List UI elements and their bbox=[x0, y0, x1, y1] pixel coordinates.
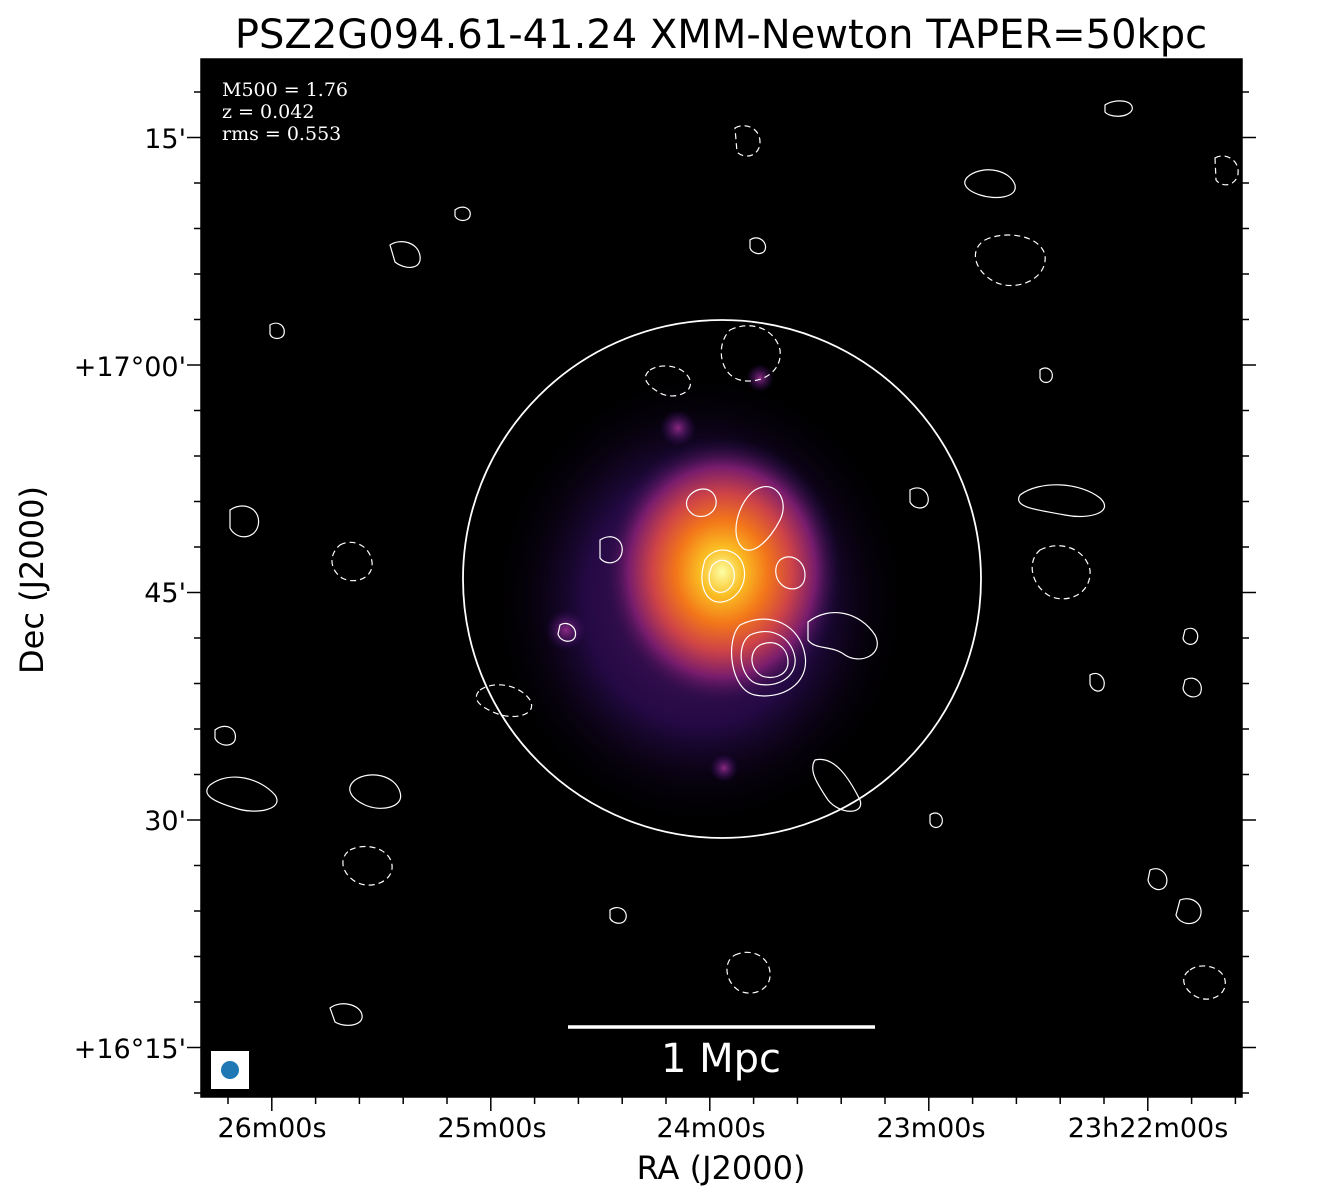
contour bbox=[454, 206, 471, 222]
r500-circle bbox=[462, 319, 982, 839]
y-tick-label: 15' bbox=[144, 124, 186, 155]
contour bbox=[749, 237, 767, 255]
contour bbox=[751, 642, 789, 679]
contour bbox=[701, 549, 746, 603]
contour bbox=[726, 951, 771, 994]
info-redshift: z = 0.042 bbox=[222, 101, 314, 123]
image-panel: 1 Mpc M500 = 1.76 z = 0.042 rms = 0.553 bbox=[200, 58, 1243, 1098]
plot-frame bbox=[200, 58, 1243, 1098]
contour bbox=[1147, 868, 1168, 891]
info-m500: M500 = 1.76 bbox=[222, 79, 348, 101]
x-tick-label: 23h22m00s bbox=[1068, 1113, 1229, 1144]
contour bbox=[206, 776, 278, 812]
contour bbox=[609, 906, 627, 924]
contour bbox=[214, 725, 237, 746]
contour bbox=[708, 559, 735, 593]
contour bbox=[342, 845, 393, 886]
xray-blob bbox=[710, 754, 738, 782]
x-tick-label: 25m00s bbox=[437, 1113, 546, 1144]
xray-core bbox=[602, 437, 842, 707]
contour bbox=[229, 505, 260, 538]
y-axis-label: Dec (J2000) bbox=[13, 486, 51, 674]
contour bbox=[1104, 100, 1133, 117]
xray-blob bbox=[746, 364, 774, 392]
contour bbox=[1182, 627, 1199, 645]
contour bbox=[731, 618, 807, 697]
contour bbox=[1039, 367, 1053, 384]
contour bbox=[475, 684, 533, 718]
xray-blob bbox=[660, 410, 696, 446]
x-axis-label: RA (J2000) bbox=[637, 1149, 806, 1187]
radio-contours bbox=[206, 100, 1202, 1026]
scale-bar-label: 1 Mpc bbox=[661, 1036, 781, 1082]
info-rms: rms = 0.553 bbox=[222, 123, 341, 145]
contour bbox=[1183, 965, 1226, 1000]
contour bbox=[1175, 898, 1202, 925]
contour bbox=[1182, 677, 1202, 698]
axis-ticks bbox=[187, 91, 1256, 1111]
contour bbox=[1089, 672, 1105, 692]
contour bbox=[685, 488, 717, 518]
contour bbox=[599, 536, 623, 564]
contour bbox=[974, 234, 1046, 287]
contour bbox=[735, 486, 784, 551]
contour bbox=[812, 758, 862, 812]
contour bbox=[734, 125, 761, 157]
x-tick-label: 24m00s bbox=[656, 1113, 765, 1144]
contour bbox=[740, 630, 796, 686]
x-tick-label: 26m00s bbox=[217, 1113, 326, 1144]
contour bbox=[329, 1003, 363, 1026]
contour bbox=[331, 541, 373, 582]
contour bbox=[775, 556, 806, 590]
contour bbox=[720, 325, 781, 382]
contour bbox=[909, 487, 929, 509]
y-tick-label: +16°15' bbox=[74, 1034, 186, 1065]
x-tick-label: 23m00s bbox=[876, 1113, 985, 1144]
xray-blob bbox=[546, 610, 586, 650]
contour bbox=[929, 812, 943, 829]
contour bbox=[1214, 155, 1239, 186]
contour bbox=[1018, 484, 1106, 518]
negative-contours bbox=[331, 125, 1239, 1000]
contour bbox=[389, 241, 421, 268]
y-tick-label: 45' bbox=[144, 578, 186, 609]
y-tick-label: +17°00' bbox=[74, 352, 186, 383]
contour bbox=[645, 365, 691, 397]
contour bbox=[557, 622, 577, 642]
contour bbox=[1031, 545, 1091, 600]
contour bbox=[964, 169, 1016, 199]
contour bbox=[349, 774, 402, 809]
contour bbox=[807, 612, 878, 660]
beam-ellipse bbox=[221, 1061, 239, 1079]
contour bbox=[269, 322, 285, 340]
y-tick-label: 30' bbox=[144, 806, 186, 837]
plot-title: PSZ2G094.61-41.24 XMM-Newton TAPER=50kpc bbox=[235, 12, 1207, 58]
